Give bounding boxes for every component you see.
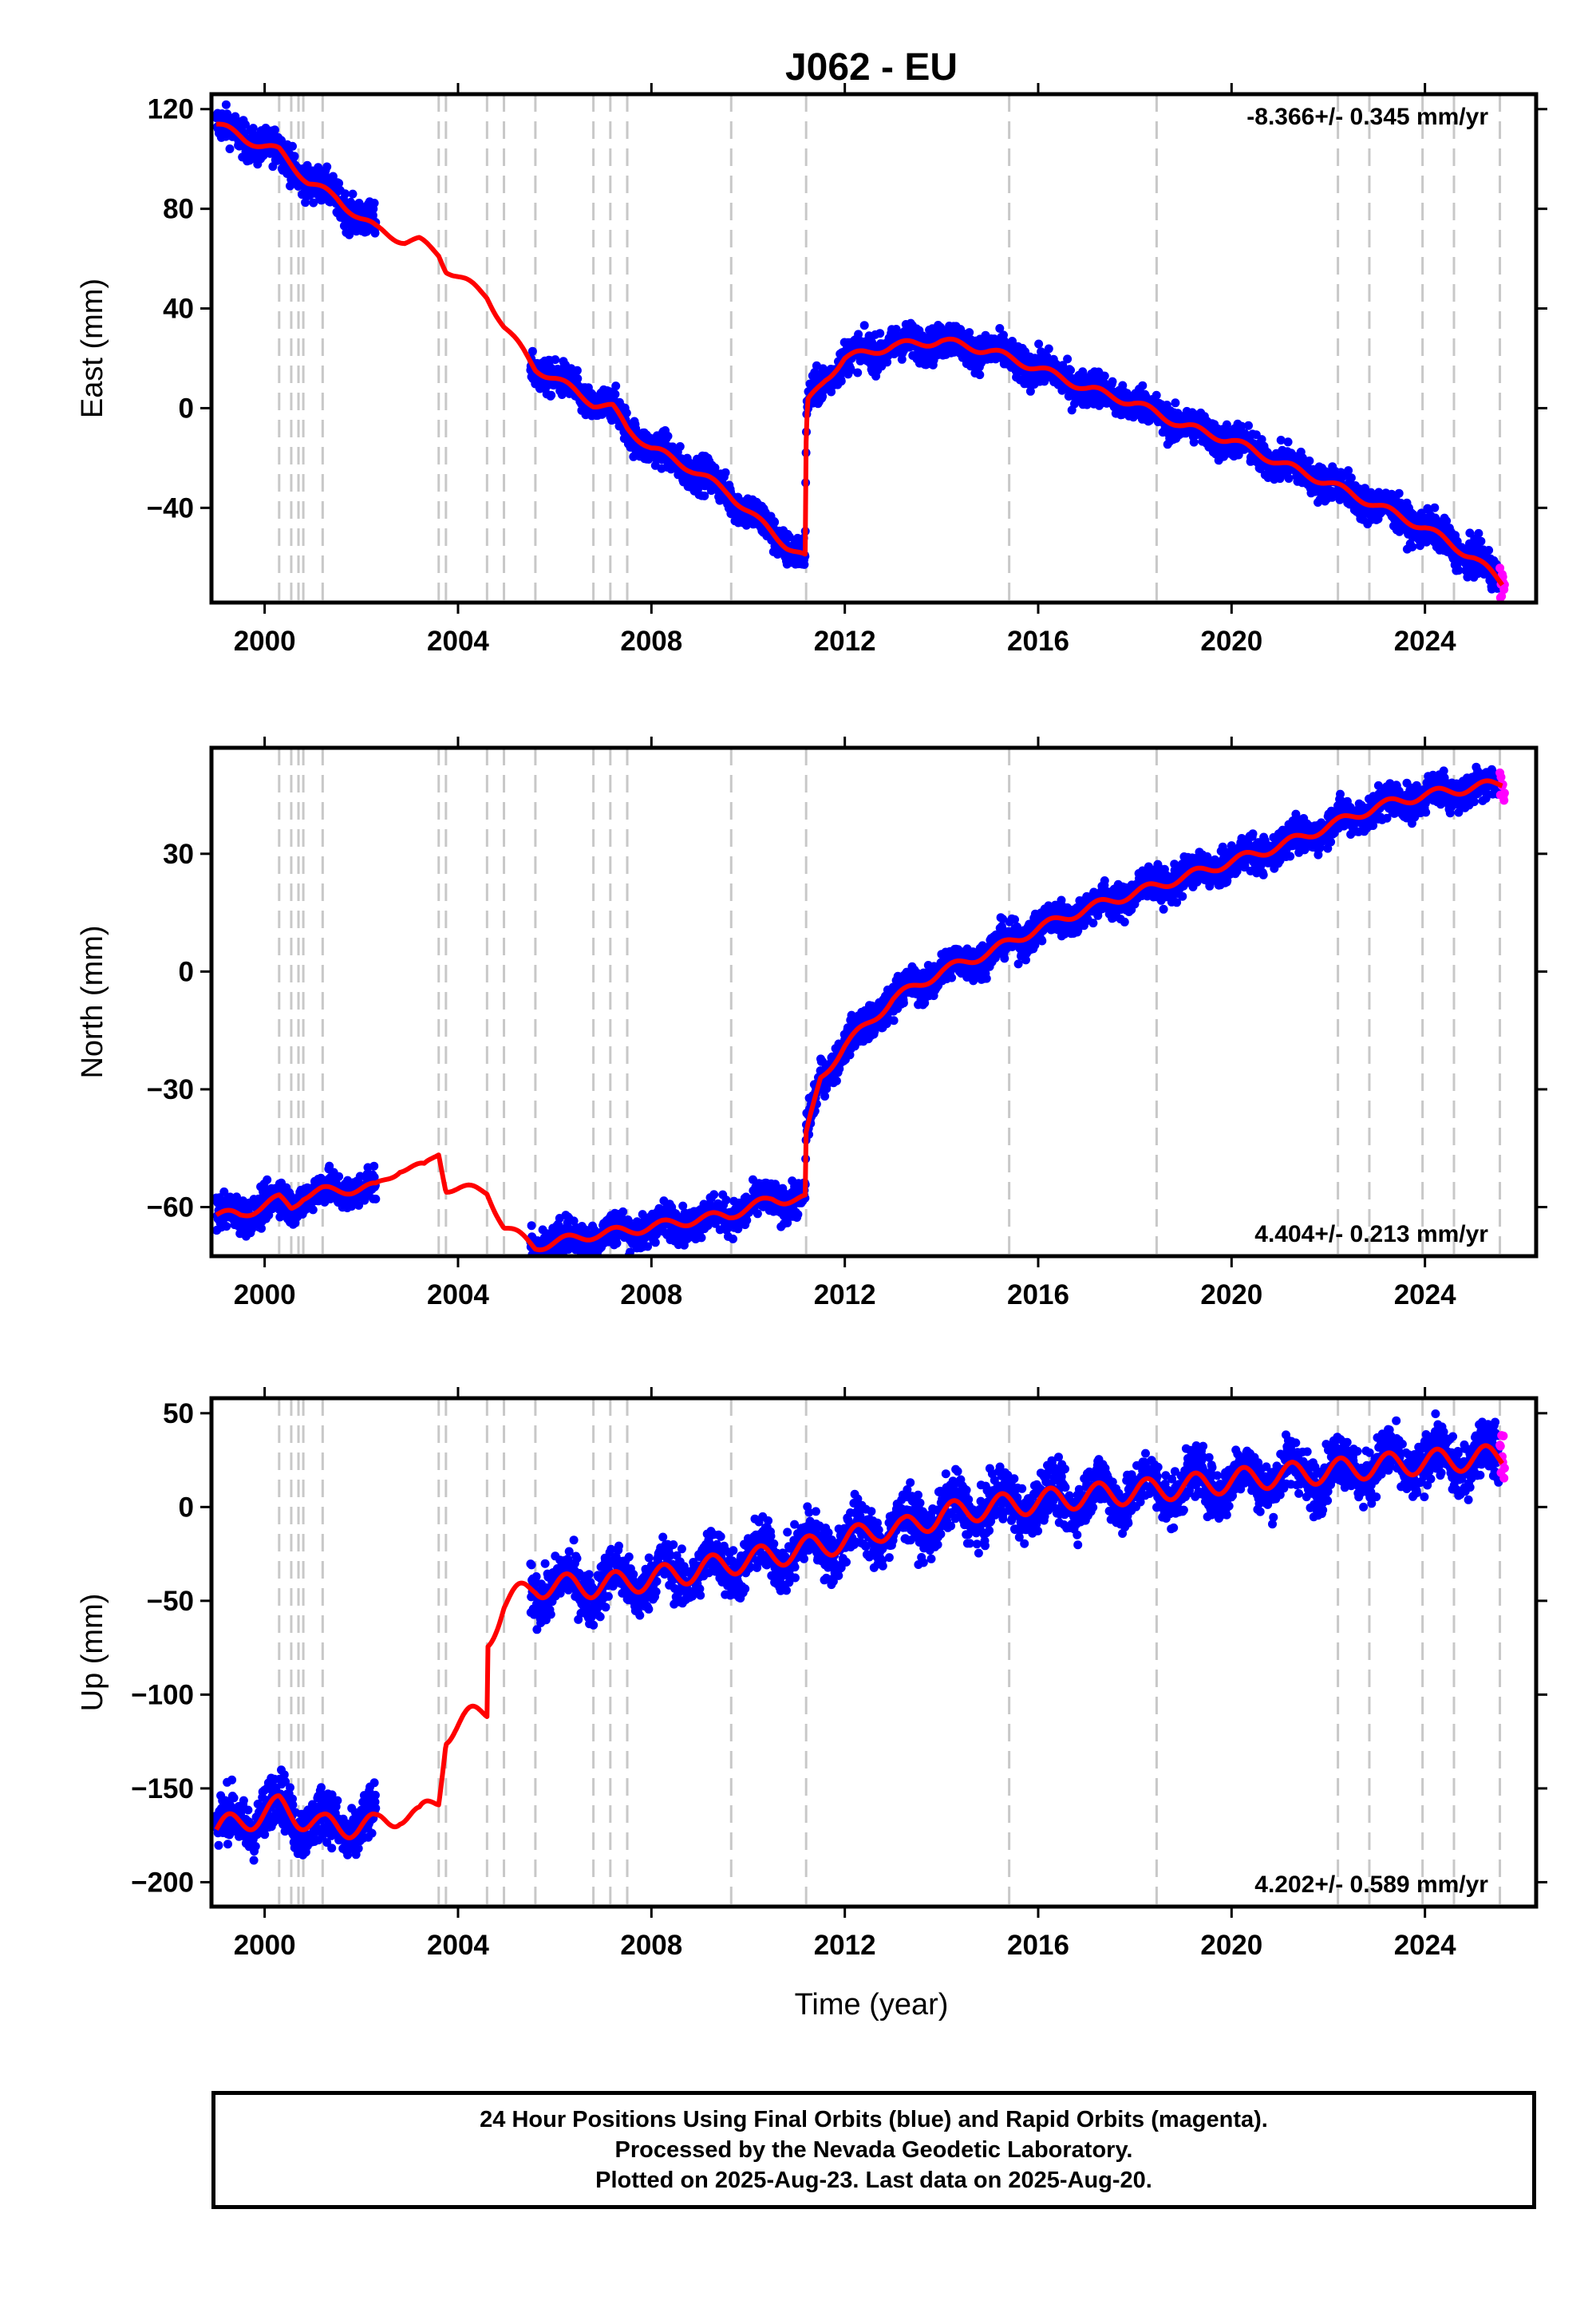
y-tick-label: 0 (179, 393, 194, 424)
x-tick-label: 2024 (1394, 1279, 1456, 1310)
plot-area (211, 94, 1509, 603)
model-curve (214, 1443, 1504, 1840)
x-tick-label: 2020 (1200, 1930, 1262, 1961)
x-tick-label: 2000 (234, 626, 296, 657)
info-line-orbits: 24 Hour Positions Using Final Orbits (bl… (480, 2107, 1268, 2132)
plot-frame (209, 92, 1539, 605)
info-box: 24 Hour Positions Using Final Orbits (bl… (211, 2091, 1536, 2209)
rate-annotation: -8.366+/- 0.345 mm/yr (1246, 104, 1488, 130)
y-tick-label: −200 (131, 1867, 194, 1898)
x-tick-label: 2008 (620, 1930, 682, 1961)
x-tick-label: 2016 (1007, 1279, 1069, 1310)
x-tick-label: 2012 (814, 1930, 876, 1961)
final-orbit-points (211, 1161, 381, 1241)
rate-annotation: 4.202+/- 0.589 mm/yr (1254, 1871, 1488, 1898)
x-tick-label: 2012 (814, 626, 876, 657)
x-tick-label: 2024 (1394, 1930, 1456, 1961)
final-orbit-points (804, 318, 1504, 594)
y-tick-label: −50 (147, 1586, 194, 1617)
rapid-orbit-points (1495, 1431, 1509, 1483)
x-tick-label: 2016 (1007, 626, 1069, 657)
x-tick-label: 2004 (427, 626, 489, 657)
final-orbit-points (883, 1409, 1504, 1569)
y-tick-label: 30 (163, 839, 194, 870)
panel-north: 2000 2004 2008 2012 2016 2020 2024 30 0 −30 −60 Nor… (76, 737, 1547, 1310)
x-tick-label: 2016 (1007, 1930, 1069, 1961)
x-tick-label: 2008 (620, 1279, 682, 1310)
rate-annotation: 4.404+/- 0.213 mm/yr (1254, 1221, 1488, 1247)
y-tick-label: 80 (163, 194, 194, 225)
x-tick-label: 2024 (1394, 626, 1456, 657)
model-curve (215, 778, 1504, 1253)
x-tick-label: 2020 (1200, 626, 1262, 657)
plot-frame (209, 1396, 1539, 1909)
x-axis-label: Time (year) (795, 1988, 949, 2022)
x-tick-label: 2008 (620, 626, 682, 657)
panels: 2000 2004 2008 2012 2016 2020 2024 120 80 40 0 −40 E… (76, 83, 1547, 1961)
model-curve (215, 121, 1504, 587)
x-tick-label: 2020 (1200, 1279, 1262, 1310)
panel-east: 2000 2004 2008 2012 2016 2020 2024 120 80 40 0 −40 E… (76, 83, 1547, 657)
plot-frame (209, 745, 1539, 1259)
y-tick-label: −100 (131, 1679, 194, 1710)
y-tick-label: −150 (131, 1773, 194, 1804)
x-tick-label: 2000 (234, 1930, 296, 1961)
y-tick-label: 50 (163, 1398, 194, 1429)
final-orbit-points (211, 1765, 381, 1865)
y-tick-label: 0 (179, 1492, 194, 1523)
y-tick-label: 40 (163, 294, 194, 325)
y-tick-label: 120 (148, 94, 194, 125)
y-tick-label: −60 (147, 1192, 194, 1223)
y-tick-label: −40 (147, 492, 194, 524)
info-line-processed: Processed by the Nevada Geodetic Laborat… (614, 2137, 1133, 2163)
plot-area (211, 748, 1509, 1256)
x-tick-label: 2004 (427, 1930, 489, 1961)
y-tick-label: −30 (147, 1074, 194, 1105)
info-line-dates: Plotted on 2025-Aug-23. Last data on 202… (595, 2168, 1152, 2193)
final-orbit-points (804, 762, 1504, 1139)
x-tick-label: 2000 (234, 1279, 296, 1310)
final-orbit-points (526, 1109, 813, 1256)
y-axis-label: Up (mm) (76, 1594, 109, 1712)
x-tick-label: 2012 (814, 1279, 876, 1310)
y-axis-label: East (mm) (76, 279, 109, 418)
plot-area (211, 1398, 1509, 1907)
x-tick-label: 2004 (427, 1279, 489, 1310)
y-axis-label: North (mm) (76, 925, 109, 1078)
panel-up: 2000 2004 2008 2012 2016 2020 2024 50 0 −50 −100 −1… (76, 1387, 1547, 1961)
y-tick-label: 0 (179, 956, 194, 987)
chart-title: J062 - EU (785, 46, 958, 89)
